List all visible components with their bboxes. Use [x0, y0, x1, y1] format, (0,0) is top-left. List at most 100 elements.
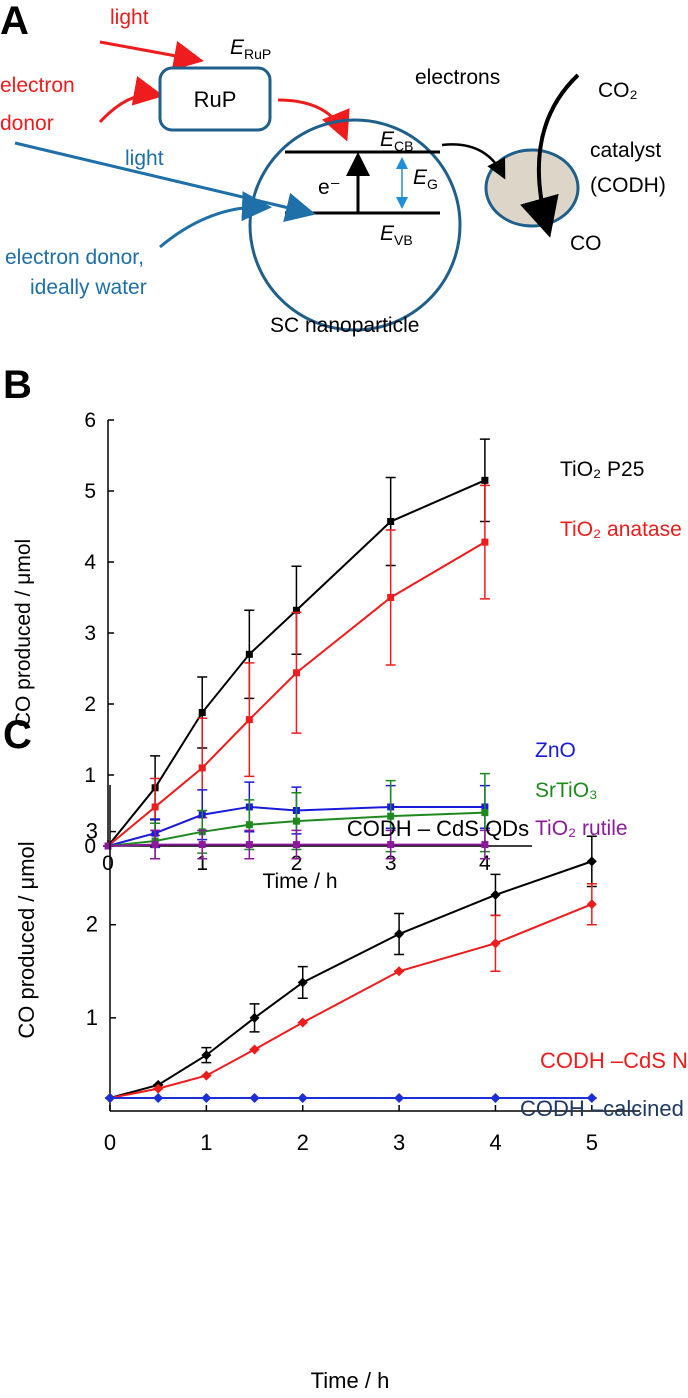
marker [481, 476, 489, 484]
marker [198, 841, 206, 849]
arrow [277, 98, 350, 142]
line [109, 860, 593, 1099]
y-tick-label: 1 [84, 764, 96, 787]
y-tick-label: 4 [84, 551, 96, 574]
marker [292, 606, 300, 614]
y-tick-label: 3 [84, 622, 96, 645]
x-tick-label: 1 [200, 1130, 212, 1155]
marker [481, 841, 489, 849]
marker [249, 1092, 260, 1103]
series-label: CODH –calcined CdS [520, 1096, 688, 1121]
label: electron donor, [5, 246, 144, 269]
panel-label: B [3, 363, 32, 407]
marker [245, 716, 253, 724]
catalyst [484, 148, 580, 228]
x-tick-label: 2 [297, 1130, 309, 1155]
marker [297, 1017, 308, 1028]
rup-box [158, 66, 272, 132]
series-label: TiO₂ anatase [560, 518, 682, 541]
series-label: CODH –CdS NRs [540, 1048, 688, 1073]
x-axis-label: Time / h [262, 870, 337, 893]
line [109, 903, 593, 1099]
label: donor [0, 112, 54, 135]
x-tick-label: 1 [196, 852, 208, 875]
x-axis-label: Time / h [311, 1368, 390, 1393]
marker [387, 841, 395, 849]
label: catalyst [590, 139, 661, 162]
y-tick-label: 0 [84, 835, 96, 858]
marker [490, 1092, 501, 1103]
label: (CODH) [590, 174, 666, 197]
marker [586, 899, 597, 910]
series-label: CODH – CdS QDs [347, 816, 529, 841]
marker [292, 669, 300, 677]
series-label: TiO₂ P25 [560, 458, 644, 481]
y-axis-label: CO produced / μmol [14, 841, 39, 1038]
marker [297, 1092, 308, 1103]
label: light [125, 147, 164, 170]
marker [394, 1092, 405, 1103]
marker [245, 650, 253, 658]
label: e⁻ [318, 176, 341, 199]
marker [151, 841, 159, 849]
label: ECB [380, 128, 413, 154]
label: SC nanoparticle [270, 314, 419, 337]
label: EG [413, 166, 438, 192]
y-tick-label: 6 [84, 409, 96, 432]
panel-label: A [0, 0, 29, 43]
y-tick-label: 1 [86, 1005, 98, 1030]
x-tick-label: 0 [102, 852, 114, 875]
marker [249, 1044, 260, 1055]
marker [481, 809, 489, 817]
diagram: A light electron donor RuP ERuP e⁻ ECB E… [0, 0, 666, 337]
label: RuP [194, 87, 237, 112]
y-tick-label: 5 [84, 480, 96, 503]
marker [586, 1092, 597, 1103]
marker [201, 1070, 212, 1081]
label: ERuP [230, 36, 271, 62]
marker [153, 1083, 164, 1094]
marker [105, 1092, 115, 1103]
label: EVB [380, 222, 413, 248]
series-label: TiO₂ rutile [535, 817, 628, 840]
marker [586, 856, 597, 867]
x-tick-label: 5 [586, 1130, 598, 1155]
label: electron [0, 74, 75, 97]
arrow [99, 40, 204, 71]
x-tick-label: 3 [393, 1130, 405, 1155]
marker [292, 817, 300, 825]
panel-label: C [3, 713, 32, 757]
x-tick-label: 3 [385, 852, 397, 875]
y-tick-label: 2 [84, 693, 96, 716]
marker [292, 841, 300, 849]
marker [245, 821, 253, 829]
marker [153, 1092, 164, 1103]
y-axis-label: CO produced / μmol [12, 539, 35, 727]
y-tick-label: 2 [86, 912, 98, 937]
marker [387, 812, 395, 820]
x-tick-label: 4 [489, 1130, 501, 1155]
x-tick-label: 0 [104, 1130, 116, 1155]
y-tick-label: 3 [86, 819, 98, 844]
marker [481, 538, 489, 546]
marker [297, 977, 308, 988]
marker [151, 803, 159, 811]
marker [249, 1012, 260, 1023]
marker [490, 889, 501, 900]
arrow [159, 191, 272, 249]
arrow [520, 73, 580, 238]
marker [387, 518, 395, 526]
arrow [441, 143, 506, 180]
marker [490, 938, 501, 949]
nanoparticle [248, 118, 462, 332]
label: electrons [415, 66, 500, 89]
series-label: SrTiO₃ [535, 779, 598, 802]
series-label: ZnO [535, 739, 576, 762]
marker [387, 594, 395, 601]
marker [198, 764, 206, 772]
arrow [98, 76, 164, 124]
marker [245, 841, 253, 849]
marker [198, 709, 206, 717]
marker [394, 966, 405, 977]
